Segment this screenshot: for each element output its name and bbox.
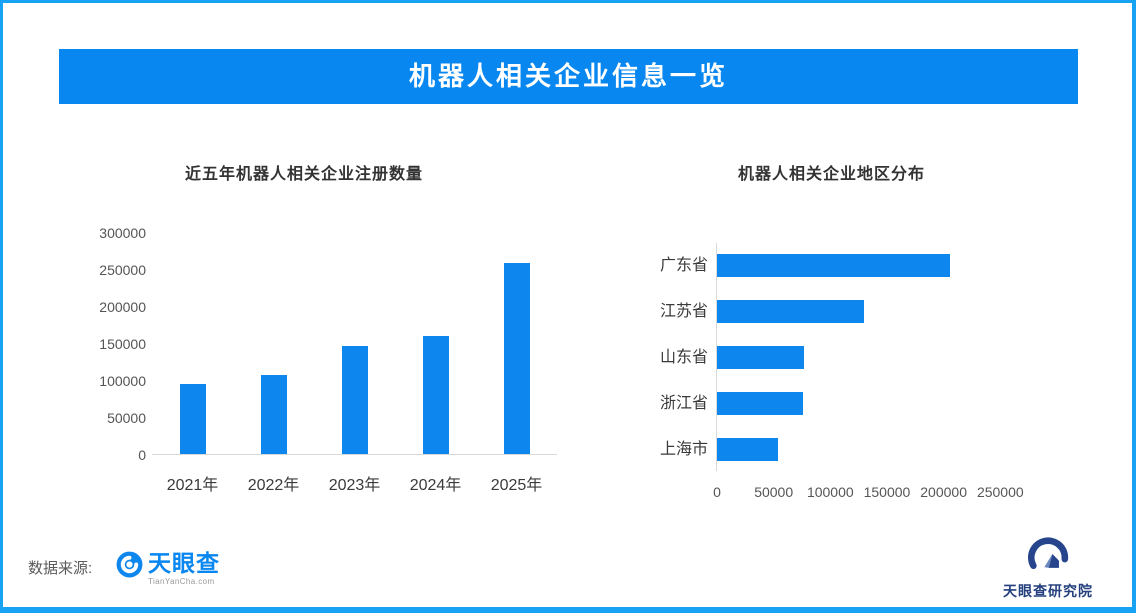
right-category-label: 上海市: [659, 440, 708, 458]
right-category-label: 山东省: [659, 348, 708, 366]
right-x-tick-label: 0: [713, 484, 721, 500]
research-swoosh-icon: [1028, 537, 1069, 569]
right-chart-title: 机器人相关企业地区分布: [738, 166, 926, 183]
bar-2025年: [503, 263, 530, 454]
tianyancha-logo-domain: TianYanCha.com: [148, 577, 215, 586]
tianyancha-eye-icon: [116, 551, 143, 578]
title-banner: 机器人相关企业信息一览: [59, 49, 1078, 104]
bar-山东省: [717, 346, 804, 369]
right-category-label: 浙江省: [659, 394, 708, 412]
tianyancha-logo-texts: 天眼查 TianYanCha.com: [148, 550, 220, 587]
left-y-tick-label: 300000: [99, 225, 146, 241]
left-y-tick-label: 100000: [99, 373, 146, 389]
research-institute-name: 天眼查研究院: [1003, 583, 1093, 599]
bar-浙江省: [717, 392, 803, 415]
page-title: 机器人相关企业信息一览: [408, 61, 728, 91]
right-x-tick-label: 200000: [920, 484, 967, 500]
right-chart-axis-line: [716, 243, 717, 471]
bar-广东省: [717, 254, 950, 277]
left-x-tick-label: 2022年: [247, 477, 300, 494]
tianyancha-logo: 天眼查 TianYanCha.com: [116, 551, 220, 586]
left-y-tick-label: 200000: [99, 299, 146, 315]
right-x-tick-label: 150000: [863, 484, 911, 500]
right-x-tick-label: 100000: [806, 484, 854, 500]
left-y-tick-label: 150000: [99, 336, 146, 352]
left-x-tick-label: 2025年: [490, 477, 543, 494]
tianyancha-logo-name: 天眼查: [148, 550, 220, 576]
left-x-tick-label: 2023年: [328, 477, 381, 494]
right-category-label: 广东省: [659, 256, 708, 274]
bar-2022年: [260, 375, 287, 454]
left-x-tick-label: 2021年: [166, 477, 219, 494]
bar-2023年: [341, 346, 368, 454]
bar-上海市: [717, 438, 778, 461]
bar-2024年: [422, 336, 449, 454]
left-y-tick-label: 0: [138, 447, 146, 463]
left-chart-title: 近五年机器人相关企业注册数量: [185, 166, 424, 183]
research-institute-logo: 天眼查研究院: [998, 535, 1098, 601]
right-x-tick-label: 50000: [754, 484, 794, 500]
bar-江苏省: [717, 300, 864, 323]
left-y-tick-label: 50000: [107, 410, 146, 426]
bar-2021年: [179, 384, 206, 454]
left-y-tick-label: 250000: [99, 262, 146, 278]
left-x-tick-label: 2024年: [409, 477, 462, 494]
left-chart-plot-area: [152, 233, 557, 455]
right-x-tick-label: 250000: [976, 484, 1024, 500]
right-category-label: 江苏省: [659, 302, 708, 320]
data-source-label: 数据来源:: [28, 560, 93, 577]
